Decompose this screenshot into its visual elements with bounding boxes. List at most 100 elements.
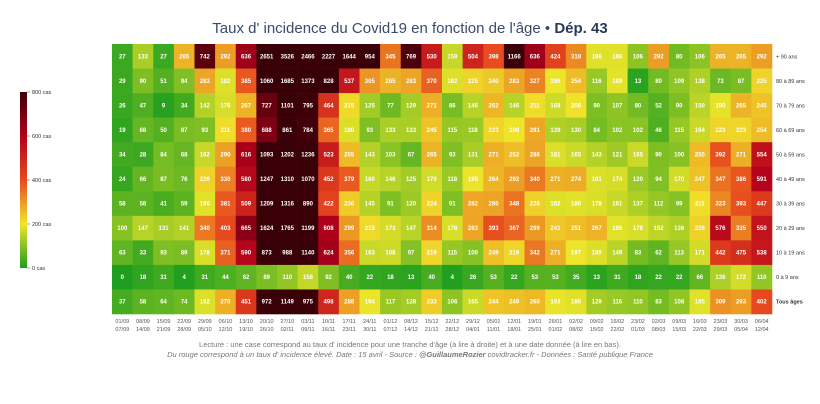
cell-value-label: 665	[241, 226, 252, 232]
heatmap-cell	[297, 264, 319, 290]
cell-value-label: 194	[365, 300, 376, 306]
cell-value-label: 178	[200, 251, 211, 257]
cell-value-label: 223	[489, 128, 500, 134]
heatmap-cell	[112, 289, 133, 315]
heatmap-cell	[400, 44, 422, 69]
heatmap-cell	[586, 264, 608, 290]
heatmap-cell	[565, 240, 587, 266]
heatmap-cell	[153, 240, 175, 266]
column-label-start: 10/11	[322, 319, 335, 325]
cell-value-label: 46	[655, 128, 662, 134]
row-label: 10 à 19 ans	[776, 251, 805, 257]
heatmap-cell	[442, 264, 463, 290]
cell-value-label: 452	[324, 177, 335, 183]
cell-value-label: 890	[303, 202, 314, 208]
cell-value-label: 224	[427, 202, 438, 208]
heatmap-cell	[421, 191, 443, 217]
cell-value-label: 283	[509, 79, 520, 85]
heatmap-cell	[173, 240, 195, 266]
heatmap-cell	[235, 68, 257, 94]
cell-value-label: 18	[635, 275, 642, 281]
cell-value-label: 509	[241, 202, 252, 208]
heatmap-cell	[400, 289, 422, 315]
column-label-start: 16/03	[693, 319, 707, 325]
heatmap-cell	[524, 289, 546, 315]
heatmap-cell	[607, 117, 628, 143]
cell-value-label: 236	[344, 202, 355, 208]
cell-value-label: 1310	[281, 177, 295, 183]
heatmap-cell	[153, 68, 175, 94]
cell-value-label: 147	[138, 226, 149, 232]
heatmap-cell	[112, 93, 133, 118]
cell-value-label: 44	[222, 275, 229, 281]
cell-value-label: 34	[181, 103, 188, 109]
heatmap-cell	[689, 44, 711, 69]
heatmap-cell	[277, 117, 298, 143]
cell-value-label: 138	[695, 79, 706, 85]
cell-value-label: 90	[655, 152, 662, 158]
heatmap-cell	[442, 44, 463, 69]
cell-value-label: 365	[324, 128, 335, 134]
cell-value-label: 115	[447, 128, 457, 134]
heatmap-cell	[483, 289, 505, 315]
cell-value-label: 219	[427, 251, 438, 257]
heatmap-cell	[668, 289, 690, 315]
cell-value-label: 146	[468, 103, 479, 109]
heatmap-cell	[751, 93, 773, 118]
heatmap-cell	[173, 44, 195, 69]
heatmap-cell	[751, 142, 773, 168]
heatmap-cell	[380, 68, 402, 94]
cell-value-label: 115	[674, 128, 684, 134]
cell-value-label: 185	[612, 226, 623, 232]
cell-value-label: 66	[696, 275, 703, 281]
heatmap-cell	[442, 289, 463, 315]
column-label-end: 01/02	[549, 327, 563, 333]
cell-value-label: 265	[736, 103, 747, 109]
cell-value-label: 117	[386, 300, 396, 306]
footer-author: @GuillaumeRozier	[419, 350, 486, 359]
heatmap-cell	[545, 289, 567, 315]
heatmap-cell	[627, 215, 649, 241]
cell-value-label: 93	[366, 128, 373, 134]
heatmap-cell	[627, 166, 649, 192]
cell-value-label: 185	[695, 300, 706, 306]
heatmap-cell	[751, 264, 773, 290]
cell-value-label: 988	[282, 251, 293, 257]
heatmap-cell	[338, 117, 360, 143]
heatmap-cell	[462, 44, 484, 69]
heatmap-cell	[153, 191, 175, 217]
heatmap-cell	[627, 240, 649, 266]
cell-value-label: 292	[654, 54, 665, 60]
heatmap-cell	[194, 44, 216, 69]
column-label-end: 19/10	[239, 327, 253, 333]
cell-value-label: 688	[262, 128, 273, 134]
heatmap-cell	[668, 44, 690, 69]
heatmap-cell	[462, 117, 484, 143]
cell-value-label: 247	[695, 177, 706, 183]
column-label-start: 01/12	[384, 319, 398, 325]
cell-value-label: 103	[385, 152, 396, 158]
heatmap-cell	[194, 215, 216, 241]
heatmap-cell	[421, 117, 443, 143]
heatmap-cell	[380, 264, 402, 290]
cell-value-label: 608	[324, 226, 335, 232]
cell-value-label: 323	[715, 202, 726, 208]
cell-value-label: 106	[447, 300, 458, 306]
cell-value-label: 118	[447, 177, 457, 183]
cell-value-label: 537	[344, 79, 355, 85]
cell-value-label: 63	[119, 251, 126, 257]
heatmap-cell	[112, 264, 133, 290]
heatmap-cell	[751, 191, 773, 217]
cell-value-label: 195	[468, 177, 479, 183]
cell-value-label: 31	[201, 275, 208, 281]
cell-value-label: 264	[489, 177, 500, 183]
cell-value-label: 186	[592, 54, 603, 60]
cell-value-label: 288	[344, 300, 355, 306]
heatmap-cell	[751, 117, 773, 143]
cell-value-label: 35	[573, 275, 580, 281]
heatmap-cell	[627, 264, 649, 290]
heatmap-cell	[318, 289, 340, 315]
cell-value-label: 954	[365, 54, 376, 60]
cell-value-label: 223	[736, 128, 747, 134]
